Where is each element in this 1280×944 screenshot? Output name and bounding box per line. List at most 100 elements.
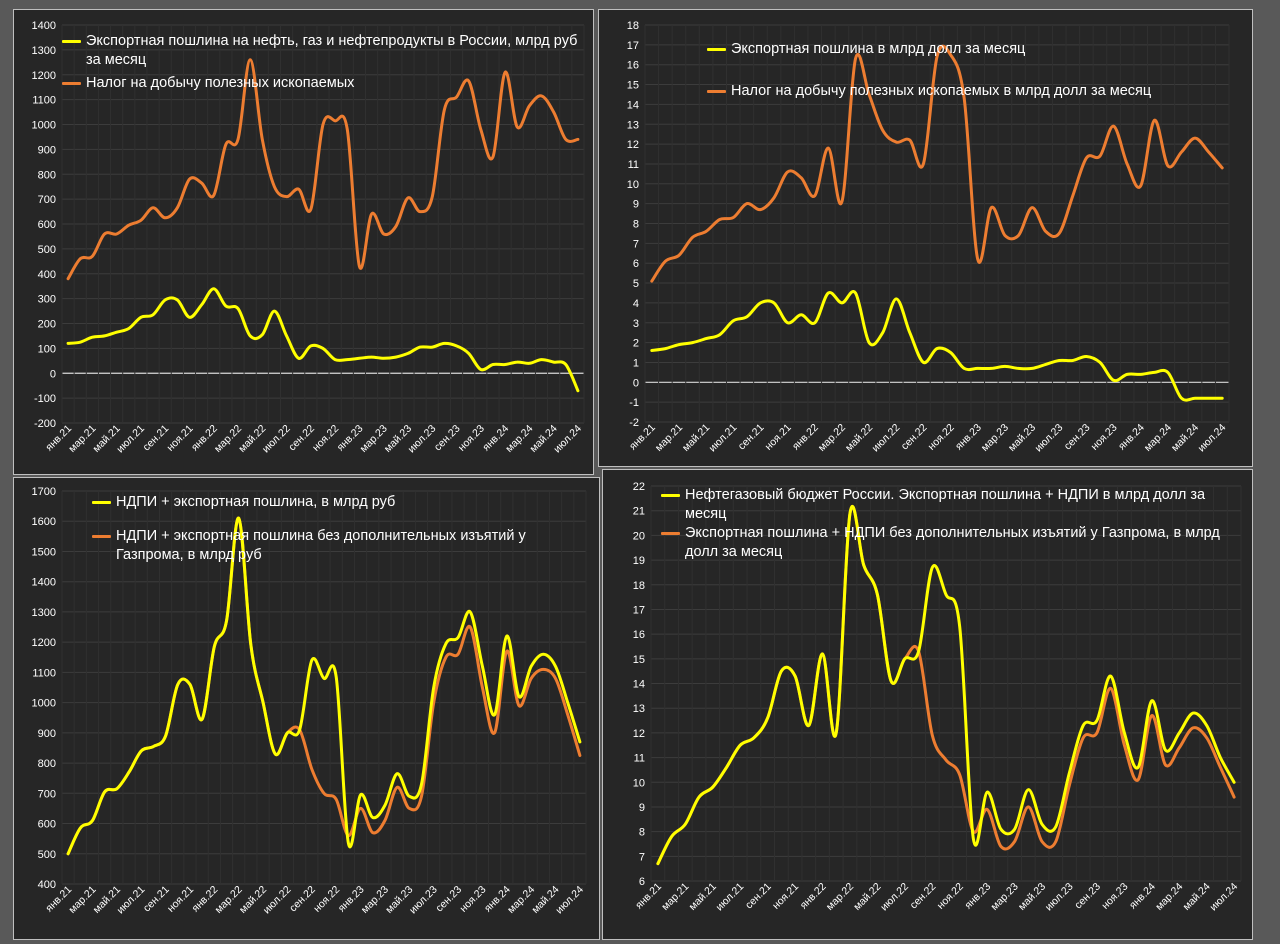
data-point (759, 301, 762, 305)
data-point (248, 334, 252, 338)
data-point (383, 819, 387, 822)
data-point (456, 653, 460, 656)
data-point (650, 349, 653, 352)
legend-item: НДПИ + экспортная пошлина без дополнител… (92, 527, 582, 565)
y-tick-label: 22 (633, 481, 645, 493)
data-point (420, 795, 423, 798)
legend-swatch (62, 40, 81, 43)
data-point (1164, 763, 1167, 767)
x-tick-label: мар.22 (816, 422, 848, 454)
x-tick-label: май.22 (843, 422, 875, 454)
legend-label: НДПИ + экспортная пошлина без дополнител… (116, 528, 526, 563)
data-point (1193, 136, 1197, 140)
y-tick-label: 1 (633, 357, 639, 369)
data-point (1068, 783, 1071, 786)
data-point (383, 804, 387, 807)
data-point (854, 57, 857, 60)
data-point (395, 772, 399, 775)
y-tick-label: 7 (633, 238, 639, 250)
chart-legend: Экспортная пошлина на нефть, газ и нефте… (62, 32, 592, 97)
data-point (297, 357, 300, 360)
data-point (1232, 781, 1236, 784)
data-point (370, 355, 373, 359)
data-point (1205, 736, 1208, 740)
legend-swatch (661, 494, 680, 497)
x-tick-label: янв.22 (790, 422, 821, 453)
y-tick-label: 6 (639, 876, 645, 888)
y-tick-label: 21 (633, 506, 645, 518)
data-point (370, 212, 373, 216)
legend-item: Экспортная пошлина в млрд долл за месяц (707, 40, 1227, 59)
data-point (418, 210, 422, 213)
data-point (176, 683, 179, 686)
data-point (1085, 156, 1088, 160)
x-tick-label: сен.22 (899, 422, 930, 453)
data-point (79, 340, 82, 344)
legend-swatch (661, 532, 680, 535)
x-tick-label: июл.22 (878, 881, 911, 914)
data-point (793, 674, 797, 678)
data-point (127, 327, 130, 330)
x-tick-label: май.23 (1016, 881, 1048, 913)
data-point (949, 53, 952, 56)
data-point (867, 341, 871, 344)
chart-legend: НДПИ + экспортная пошлина, в млрд руб НД… (92, 493, 582, 569)
x-tick-label: ноя.21 (165, 423, 196, 454)
data-point (1013, 827, 1016, 831)
y-tick-label: 18 (633, 580, 645, 592)
data-point (528, 362, 531, 365)
data-point (1054, 825, 1057, 828)
y-tick-label: 1200 (32, 637, 56, 649)
x-tick-label: янв.21 (633, 881, 664, 912)
y-tick-label: 16 (633, 629, 645, 641)
data-point (1125, 162, 1129, 166)
y-tick-label: -200 (34, 418, 56, 430)
data-point (443, 342, 446, 345)
data-point (999, 845, 1003, 848)
y-tick-label: 6 (633, 258, 639, 270)
data-point (807, 724, 810, 727)
data-point (491, 363, 495, 366)
data-point (481, 686, 484, 689)
y-tick-label: 13 (633, 703, 645, 715)
data-point (922, 361, 925, 364)
legend-item: Налог на добычу полезных ископаемых в мл… (707, 82, 1227, 101)
chart-svg: -200 -100 0 100 200 300 400 500 600 700 800 900 1000… (32, 20, 585, 456)
x-tick-label: мар.24 (1153, 881, 1185, 913)
data-point (976, 258, 979, 261)
data-point (1098, 361, 1102, 364)
y-tick-label: 800 (38, 169, 56, 181)
data-point (677, 254, 681, 257)
data-point (1123, 744, 1126, 747)
y-tick-label: 17 (627, 40, 639, 52)
y-tick-label: 9 (639, 802, 645, 814)
data-point (1109, 687, 1112, 690)
x-tick-label: ноя.22 (311, 884, 342, 915)
data-point (346, 358, 349, 361)
data-point (237, 517, 240, 520)
data-point (261, 138, 264, 141)
data-point (881, 129, 884, 132)
x-tick-label: янв.24 (1127, 881, 1158, 912)
data-point (958, 773, 961, 777)
data-point (1112, 379, 1115, 382)
x-tick-label: июл.22 (260, 423, 293, 456)
data-point (1136, 778, 1140, 781)
y-tick-label: 700 (38, 194, 56, 206)
y-tick-label: 1500 (32, 546, 56, 558)
data-point (1030, 367, 1034, 370)
data-point (542, 668, 545, 671)
data-point (1205, 724, 1208, 727)
y-tick-label: 1000 (32, 698, 56, 710)
x-tick-label: ноя.23 (1089, 422, 1120, 453)
data-point (745, 315, 749, 318)
data-point (1044, 230, 1047, 233)
data-point (322, 677, 326, 680)
data-point (895, 140, 898, 144)
y-tick-label: 1300 (32, 45, 56, 57)
data-point (704, 337, 708, 340)
y-tick-label: 500 (38, 849, 56, 861)
data-point (1178, 746, 1181, 749)
data-point (1166, 164, 1170, 168)
y-tick-label: 600 (38, 219, 56, 231)
